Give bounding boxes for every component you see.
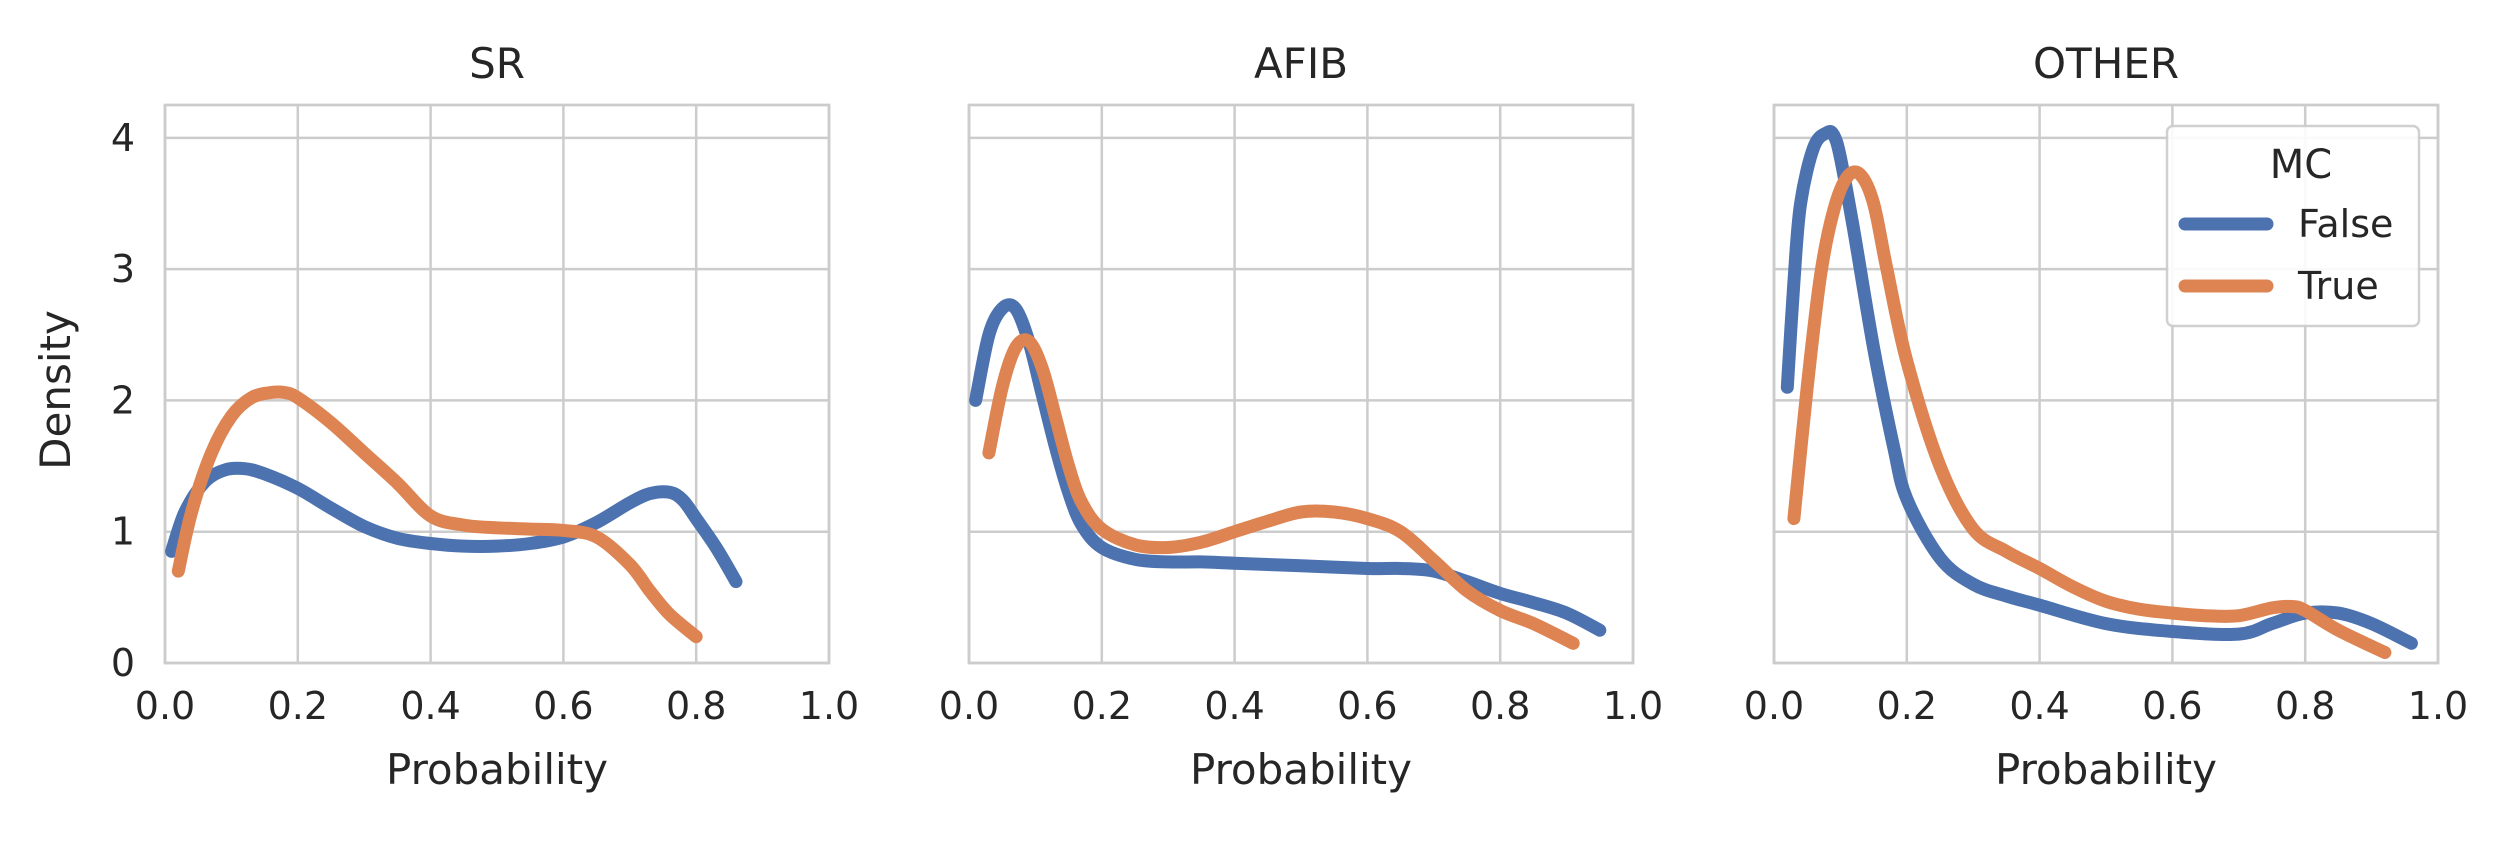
y-axis-label: Density [31, 310, 80, 470]
x-tick-label: 0.2 [268, 684, 328, 728]
plot-border [967, 103, 1635, 665]
panel-other: 0.0 0.2 0.4 0.6 0.8 1.0 OTHER Probability MC Fals… [1744, 39, 2468, 794]
plot-border [163, 103, 831, 665]
series-line-true [982, 333, 1580, 650]
x-tick-label: 0.6 [2142, 684, 2202, 728]
x-tick-label: 0.0 [135, 684, 195, 728]
x-tick-label: 1.0 [1603, 684, 1663, 728]
legend-label-false: False [2298, 202, 2393, 246]
panel-title: SR [469, 39, 525, 88]
x-tick-label: 1.0 [2408, 684, 2468, 728]
plot-area [967, 103, 1635, 665]
x-tick-label: 0.6 [1337, 684, 1397, 728]
legend-title: MC [2270, 142, 2332, 188]
panel-title: AFIB [1254, 39, 1348, 88]
x-tick-label: 1.0 [799, 684, 859, 728]
x-tick-label: 0.4 [400, 684, 460, 728]
series-line-true [171, 385, 703, 644]
legend-box [2165, 124, 2421, 328]
y-tick-label: 0 [111, 641, 135, 685]
series-line-false [165, 461, 743, 589]
x-tick-label: 0.0 [939, 684, 999, 728]
x-tick-label: 0.2 [1877, 684, 1937, 728]
panel-title: OTHER [2033, 39, 2179, 88]
plot-area [163, 103, 831, 665]
panel-afib: 0.0 0.2 0.4 0.6 0.8 1.0 AFIB Probability [939, 39, 1663, 794]
x-axis-label: Probability [386, 745, 608, 794]
x-axis-label: Probability [1995, 745, 2217, 794]
y-tick-label: 2 [111, 378, 135, 422]
x-tick-label: 0.4 [1204, 684, 1264, 728]
legend-label-true: True [2297, 264, 2379, 308]
series-line-false [969, 298, 1607, 637]
series-line-true [1787, 165, 2392, 659]
y-tick-label: 3 [111, 247, 135, 291]
x-tick-label: 0.8 [1470, 684, 1530, 728]
x-tick-label: 0.8 [2275, 684, 2335, 728]
x-axis-label: Probability [1190, 745, 1412, 794]
x-tick-label: 0.4 [2009, 684, 2069, 728]
legend: MC False True [2165, 124, 2421, 328]
y-tick-label: 1 [111, 510, 135, 554]
series-line-false [1780, 125, 2418, 650]
y-tick-label: 4 [111, 116, 135, 160]
panel-sr: 0.0 0.2 0.4 0.6 0.8 1.0 0 1 2 3 4 SR Probability Dens… [31, 39, 859, 794]
x-tick-label: 0.6 [533, 684, 593, 728]
x-tick-label: 0.8 [666, 684, 726, 728]
plot-border [1772, 103, 2440, 665]
x-tick-label: 0.0 [1744, 684, 1804, 728]
x-tick-label: 0.2 [1072, 684, 1132, 728]
